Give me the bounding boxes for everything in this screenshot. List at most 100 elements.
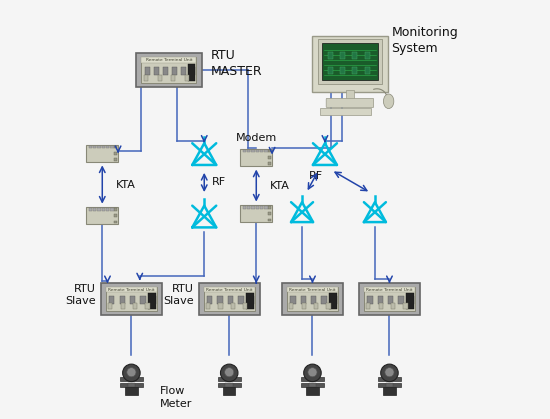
- Bar: [409, 296, 414, 304]
- Bar: [290, 296, 295, 304]
- Text: KTA: KTA: [270, 181, 290, 191]
- Bar: [120, 303, 125, 310]
- Bar: [114, 146, 117, 148]
- Bar: [145, 67, 150, 75]
- Circle shape: [308, 367, 317, 377]
- Bar: [328, 67, 333, 74]
- Bar: [251, 206, 255, 209]
- Bar: [265, 206, 268, 209]
- Bar: [188, 64, 195, 81]
- Bar: [111, 146, 114, 148]
- FancyBboxPatch shape: [199, 283, 260, 315]
- Bar: [130, 296, 135, 304]
- Text: RTU
MASTER: RTU MASTER: [211, 49, 262, 78]
- Bar: [97, 208, 101, 211]
- Bar: [151, 296, 156, 304]
- Bar: [314, 303, 318, 310]
- Bar: [309, 383, 316, 388]
- Bar: [243, 303, 248, 310]
- Bar: [301, 377, 324, 381]
- Bar: [340, 67, 345, 74]
- Bar: [388, 296, 393, 304]
- Bar: [249, 296, 254, 304]
- Text: Monitoring
System: Monitoring System: [392, 26, 458, 55]
- Bar: [114, 152, 117, 155]
- Bar: [114, 215, 117, 217]
- Bar: [106, 287, 157, 311]
- Bar: [260, 206, 263, 209]
- Bar: [365, 52, 370, 59]
- FancyBboxPatch shape: [86, 145, 118, 162]
- Bar: [206, 303, 210, 310]
- Text: Remote Terminal Unit: Remote Terminal Unit: [146, 58, 192, 62]
- Bar: [228, 296, 233, 304]
- Bar: [102, 146, 105, 148]
- Bar: [154, 67, 160, 75]
- Bar: [327, 303, 331, 310]
- Bar: [332, 296, 337, 304]
- Bar: [321, 296, 327, 304]
- Bar: [111, 208, 114, 211]
- Bar: [243, 206, 246, 209]
- FancyBboxPatch shape: [282, 283, 343, 315]
- Bar: [268, 163, 271, 165]
- Bar: [144, 75, 148, 81]
- Bar: [93, 208, 96, 211]
- Bar: [287, 287, 338, 311]
- Bar: [171, 75, 175, 81]
- Bar: [106, 146, 109, 148]
- Bar: [190, 67, 195, 75]
- Bar: [204, 287, 255, 311]
- Bar: [377, 296, 383, 304]
- Bar: [404, 303, 408, 310]
- Bar: [265, 150, 268, 153]
- Bar: [268, 156, 271, 159]
- Bar: [383, 388, 395, 395]
- Bar: [114, 221, 117, 223]
- FancyBboxPatch shape: [326, 98, 373, 108]
- Bar: [398, 296, 404, 304]
- Bar: [102, 208, 105, 211]
- Bar: [366, 303, 371, 310]
- Bar: [207, 296, 212, 304]
- Bar: [268, 150, 271, 153]
- Text: Flow
Meter: Flow Meter: [160, 386, 192, 409]
- Bar: [218, 383, 241, 388]
- Bar: [364, 287, 415, 292]
- Text: Remote Terminal Unit: Remote Terminal Unit: [206, 287, 252, 292]
- Bar: [114, 158, 117, 161]
- FancyBboxPatch shape: [312, 36, 388, 92]
- Bar: [218, 303, 223, 310]
- Bar: [141, 57, 196, 83]
- Bar: [289, 303, 294, 310]
- Bar: [328, 52, 333, 59]
- Bar: [353, 52, 358, 59]
- Bar: [318, 39, 382, 84]
- Bar: [329, 293, 337, 310]
- Bar: [204, 287, 255, 292]
- Bar: [157, 75, 162, 81]
- Bar: [108, 303, 112, 310]
- Bar: [217, 296, 223, 304]
- Text: Modem: Modem: [235, 133, 277, 143]
- Bar: [89, 208, 92, 211]
- Bar: [365, 67, 370, 74]
- Bar: [268, 206, 271, 209]
- Bar: [128, 383, 135, 388]
- Bar: [148, 293, 156, 310]
- Bar: [243, 150, 246, 153]
- Circle shape: [381, 364, 398, 382]
- Text: Remote Terminal Unit: Remote Terminal Unit: [108, 287, 155, 292]
- Bar: [309, 378, 316, 381]
- Bar: [406, 293, 414, 310]
- Bar: [93, 146, 96, 148]
- Bar: [119, 296, 125, 304]
- FancyBboxPatch shape: [320, 108, 371, 115]
- Text: KTA: KTA: [116, 179, 136, 189]
- Bar: [185, 75, 189, 81]
- Bar: [300, 296, 306, 304]
- Bar: [120, 377, 143, 381]
- Bar: [133, 303, 137, 310]
- Bar: [301, 383, 324, 388]
- Bar: [302, 303, 306, 310]
